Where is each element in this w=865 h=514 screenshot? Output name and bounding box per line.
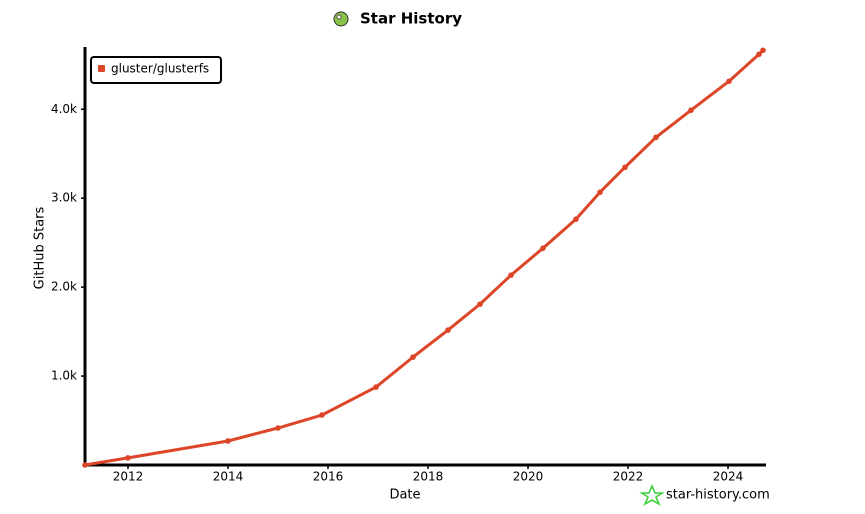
- data-point: [445, 327, 451, 333]
- legend-label: gluster/glusterfs: [111, 62, 209, 76]
- y-tick-label: 2.0k: [51, 280, 77, 294]
- data-point: [622, 164, 628, 171]
- data-point: [125, 455, 131, 461]
- data-point: [477, 301, 483, 307]
- y-axis-label: GitHub Stars: [33, 206, 48, 289]
- data-point: [82, 462, 88, 468]
- data-point: [653, 134, 659, 141]
- data-point: [225, 438, 231, 444]
- x-tick-label: 2018: [413, 470, 444, 484]
- data-point: [508, 272, 514, 278]
- data-point: [760, 47, 766, 54]
- x-tick-label: 2024: [713, 470, 744, 484]
- x-axis-label: Date: [389, 488, 420, 503]
- data-point: [573, 216, 579, 222]
- x-tick-label: 2022: [613, 470, 644, 484]
- watermark: star-history.com: [666, 488, 770, 503]
- data-point: [597, 189, 603, 196]
- legend-box: [90, 56, 222, 84]
- x-tick-label: 2014: [213, 470, 244, 484]
- chart-title: Star History: [360, 10, 462, 28]
- title-icon: [333, 11, 349, 27]
- legend-swatch: [98, 65, 105, 72]
- data-point: [540, 245, 546, 251]
- data-point: [373, 384, 379, 390]
- series-line: [83, 48, 765, 467]
- x-tick-label: 2012: [113, 470, 144, 484]
- y-tick-label: 3.0k: [51, 191, 77, 205]
- data-point: [726, 78, 732, 85]
- data-point: [756, 51, 762, 58]
- data-point: [688, 107, 694, 114]
- data-point: [275, 425, 281, 431]
- x-tick-label: 2020: [513, 470, 544, 484]
- data-point: [410, 354, 416, 360]
- y-tick-label: 1.0k: [51, 369, 77, 383]
- watermark-icon: [639, 483, 665, 506]
- y-tick-label: 4.0k: [51, 102, 77, 116]
- x-tick-label: 2016: [313, 470, 344, 484]
- data-point: [319, 412, 325, 418]
